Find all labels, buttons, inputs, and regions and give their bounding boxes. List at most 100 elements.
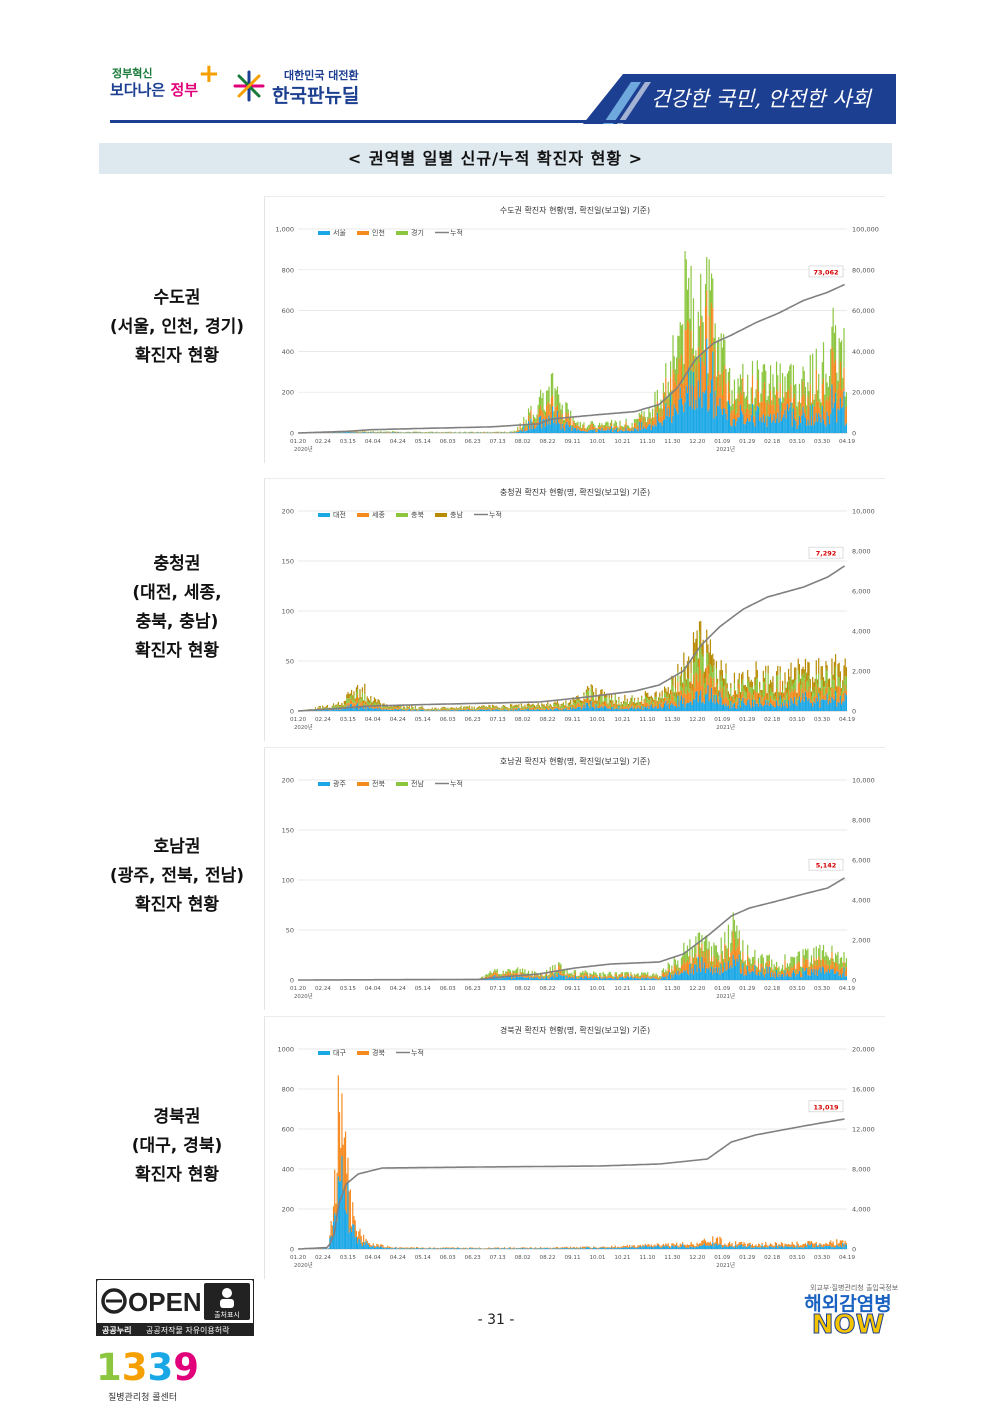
bar-segment [553, 973, 554, 975]
bar-segment [801, 700, 802, 711]
bar-segment [746, 409, 747, 422]
bar-segment [528, 977, 529, 980]
bar-segment [660, 704, 661, 707]
bar-segment [535, 707, 536, 708]
bar-segment [540, 707, 541, 708]
bar-segment [784, 691, 785, 700]
bar-segment [374, 1246, 375, 1248]
bar-segment [403, 706, 404, 707]
bar-segment [846, 667, 847, 676]
bar-segment [579, 978, 580, 980]
y2-tick-label: 0 [852, 1246, 856, 1254]
bar-segment [654, 977, 655, 979]
bar-segment [453, 710, 454, 711]
bar-segment [756, 389, 757, 404]
y2-tick-label: 10,000 [852, 508, 875, 516]
bar-segment [748, 699, 749, 711]
bar-segment [573, 977, 574, 978]
bar-segment [743, 690, 744, 698]
bar-segment [706, 950, 707, 968]
bar-segment [595, 688, 596, 695]
bar-segment [775, 707, 776, 711]
bar-segment [404, 707, 405, 708]
bar-segment [777, 375, 778, 391]
bar-segment [842, 701, 843, 711]
bar-segment [729, 705, 730, 708]
bar-segment [600, 976, 601, 978]
bar-segment [457, 710, 458, 711]
bar-segment [697, 674, 698, 691]
bar-segment [396, 709, 397, 711]
bar-segment [790, 663, 791, 678]
bar-segment [559, 963, 560, 967]
bar-segment [737, 945, 738, 962]
bar-segment [657, 401, 658, 413]
bar-segment [536, 426, 537, 433]
x-tick-label: 02.18 [764, 986, 780, 992]
bar-segment [817, 966, 818, 976]
bar-segment [670, 705, 671, 711]
bar-segment [658, 708, 659, 711]
bar-segment [563, 707, 564, 709]
bar-segment [793, 970, 794, 980]
bar-segment [674, 374, 675, 405]
bar-segment [522, 977, 523, 980]
bar-segment [642, 704, 643, 706]
bar-segment [804, 669, 805, 678]
bar-segment [705, 668, 706, 678]
bar-segment [398, 708, 399, 709]
bar-segment [412, 707, 413, 708]
x-tick-label: 03.10 [789, 986, 805, 992]
bar-segment [467, 708, 468, 709]
bar-segment [640, 979, 641, 980]
bar-segment [539, 705, 540, 707]
bar-segment [804, 371, 805, 395]
bar-segment [670, 392, 671, 433]
bar-segment [334, 705, 335, 706]
bar-segment [355, 1237, 356, 1249]
bar-segment [432, 707, 433, 708]
bar-segment [776, 671, 777, 676]
bar-segment [612, 979, 613, 980]
bar-segment [481, 708, 482, 709]
bar-segment [795, 976, 796, 980]
bar-segment [556, 706, 557, 708]
bar-segment [411, 710, 412, 711]
bar-segment [545, 706, 546, 708]
bar-segment [818, 658, 819, 674]
bar-segment [455, 1248, 456, 1249]
bar-segment [827, 412, 828, 433]
bar-segment [760, 402, 761, 417]
bar-segment [499, 974, 500, 976]
bar-segment [589, 708, 590, 711]
bar-segment [476, 708, 477, 709]
bar-segment [501, 710, 502, 711]
bar-segment [634, 708, 635, 711]
bar-segment [604, 978, 605, 980]
bar-segment [599, 423, 600, 427]
bar-segment [529, 708, 530, 710]
region-label-gyeongbuk: 경북권 (대구, 경북) 확진자 현황 [97, 1103, 257, 1190]
bar-segment [642, 977, 643, 980]
bar-segment [664, 977, 665, 980]
bar-segment [789, 398, 790, 407]
bar-segment [710, 961, 711, 967]
bar-segment [636, 705, 637, 706]
bar-segment [713, 375, 714, 418]
bar-segment [483, 705, 484, 707]
bar-segment [723, 408, 724, 433]
bar-segment [465, 710, 466, 711]
bar-segment [526, 710, 527, 711]
bar-segment [715, 391, 716, 433]
bar-segment [507, 969, 508, 971]
bar-segment [499, 709, 500, 710]
bar-segment [433, 710, 434, 711]
bar-segment [682, 324, 683, 384]
bar-segment [650, 697, 651, 699]
bar-segment [634, 698, 635, 700]
bar-segment [541, 708, 542, 710]
bar-segment [683, 958, 684, 970]
region-caption: 확진자 현황 [97, 891, 257, 920]
bar-segment [536, 706, 537, 708]
bar-segment [645, 699, 646, 706]
